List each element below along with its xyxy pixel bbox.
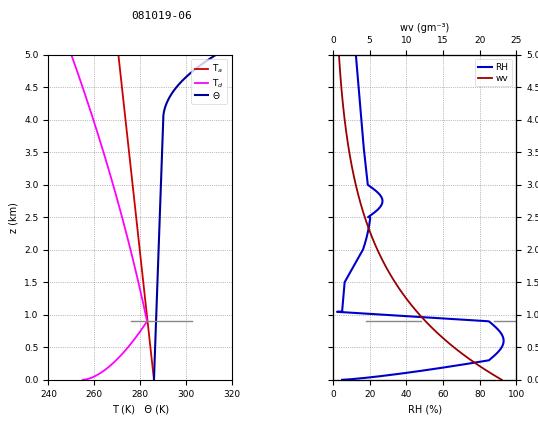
X-axis label: RH (%): RH (%) [408, 404, 442, 414]
Legend: T$_a$, T$_d$, Θ: T$_a$, T$_d$, Θ [192, 60, 228, 104]
Y-axis label: z (km): z (km) [9, 202, 19, 233]
Legend: RH, wv: RH, wv [475, 60, 512, 87]
X-axis label: T (K)   Θ (K): T (K) Θ (K) [111, 404, 169, 414]
X-axis label: wv (gm⁻³): wv (gm⁻³) [400, 23, 449, 32]
Text: 081019-06: 081019-06 [131, 11, 192, 21]
